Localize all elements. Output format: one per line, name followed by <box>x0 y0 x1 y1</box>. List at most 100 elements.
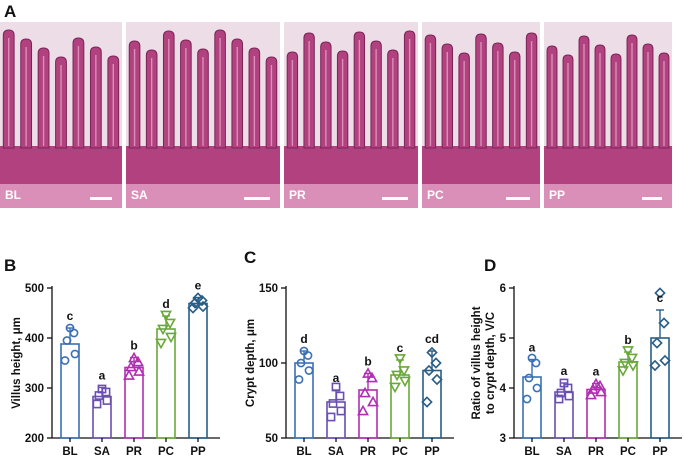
data-point <box>564 391 574 401</box>
x-tick-label: PR <box>588 446 605 458</box>
micrograph-pr-image <box>284 22 418 208</box>
x-tick-label: BL <box>524 446 539 458</box>
x-tick-label: BL <box>296 446 311 458</box>
panel-letter-a: A <box>4 2 17 21</box>
x-tick-label: PP <box>652 446 668 458</box>
significance-letter: a <box>561 364 568 378</box>
data-point <box>527 353 537 363</box>
micrograph-pr: PR <box>284 22 418 208</box>
x-tick-label: SA <box>94 446 110 458</box>
panel-letter-d: D <box>484 256 497 275</box>
significance-letter: a <box>529 341 536 355</box>
data-point <box>391 370 403 382</box>
data-point <box>62 336 72 345</box>
significance-letter: d <box>300 332 307 346</box>
micrograph-label-pr: PR <box>289 188 306 202</box>
significance-letter: a <box>593 365 600 379</box>
y-tick-label: 150 <box>259 283 278 295</box>
micrograph-label-pp: PP <box>549 188 566 202</box>
data-point <box>165 332 177 344</box>
data-point <box>556 388 566 398</box>
y-tick-label: 200 <box>25 433 44 445</box>
data-point <box>125 360 137 372</box>
x-tick-label: PC <box>620 446 636 458</box>
x-tick-label: PP <box>190 446 206 458</box>
y-tick-label: 4 <box>500 383 507 395</box>
scale-bar-bl <box>90 197 112 200</box>
data-point <box>326 412 336 422</box>
micrograph-muscle-layer <box>544 184 672 208</box>
y-axis-label-line: to crypt depth, V/C <box>485 312 497 414</box>
y-tick-label: 3 <box>500 433 506 445</box>
data-point <box>128 351 140 363</box>
data-point <box>554 394 564 404</box>
scale-bar-sa <box>244 197 270 200</box>
significance-letter: a <box>99 369 106 383</box>
micrograph-muscle-layer <box>126 184 280 208</box>
micrograph-label-bl: BL <box>5 188 21 202</box>
scale-bar-pc <box>506 197 530 200</box>
micrograph-muscle-layer <box>422 184 540 208</box>
data-point <box>92 399 102 409</box>
data-point <box>658 317 670 329</box>
data-point <box>359 386 371 398</box>
bar <box>650 337 670 439</box>
significance-letter: a <box>333 371 340 385</box>
data-point <box>619 358 631 370</box>
data-point <box>97 384 107 394</box>
data-point <box>532 383 542 393</box>
chart-villus-crypt-ratio: Ratio of villus height to crypt depth, V/… <box>471 283 682 458</box>
significance-letter: d <box>162 297 169 311</box>
bar <box>188 302 208 439</box>
data-point <box>196 294 208 307</box>
data-point <box>617 366 629 377</box>
data-point <box>299 346 309 356</box>
y-tick-label: 100 <box>259 358 278 370</box>
micrograph-pp: PP <box>544 22 672 208</box>
micrograph-muscle-layer <box>0 184 122 208</box>
data-point <box>331 382 341 392</box>
y-axis-label: Ratio of villus height to crypt depth, V/… <box>471 306 497 419</box>
data-point <box>426 346 438 359</box>
significance-letter: c <box>67 309 74 323</box>
data-point <box>328 399 338 408</box>
x-tick-label: SA <box>328 446 344 458</box>
significance-letter: c <box>397 341 404 355</box>
data-point <box>389 382 401 394</box>
micrograph-label-sa: SA <box>131 188 148 202</box>
scale-bar-pp <box>642 197 662 200</box>
significance-letter: b <box>130 339 137 353</box>
y-axis-label-line: Ratio of villus height <box>471 306 483 419</box>
data-point <box>585 388 597 400</box>
micrograph-pc-image <box>422 22 540 208</box>
x-tick-label: SA <box>556 446 572 458</box>
data-point <box>594 379 606 391</box>
data-point <box>559 378 569 388</box>
data-point <box>626 353 638 365</box>
data-point <box>294 375 304 384</box>
data-point <box>164 318 176 330</box>
data-point <box>155 338 167 350</box>
chart-crypt-depth: Crypt depth, μm 50 100 150 d BL a SA b PR c PC cd PP <box>245 283 454 458</box>
data-point <box>102 396 112 405</box>
micrograph-sa: SA <box>126 22 280 208</box>
data-point <box>304 366 314 375</box>
data-point <box>197 300 209 313</box>
micrograph-muscle-layer <box>284 184 418 208</box>
x-tick-label: PR <box>360 446 377 458</box>
panel-letter-c: C <box>244 248 257 267</box>
x-tick-label: PC <box>158 446 174 458</box>
data-point <box>296 358 306 368</box>
x-tick-label: PP <box>424 446 440 458</box>
data-point <box>651 337 663 349</box>
x-tick-label: PR <box>126 446 143 458</box>
data-point <box>595 385 607 397</box>
data-point <box>394 354 406 365</box>
micrograph-sa-image <box>126 22 280 208</box>
data-point <box>192 292 204 304</box>
significance-letter: e <box>195 279 202 293</box>
data-point <box>622 346 634 357</box>
data-point <box>421 396 433 408</box>
data-point <box>654 287 666 299</box>
micrograph-label-pc: PC <box>427 188 444 202</box>
